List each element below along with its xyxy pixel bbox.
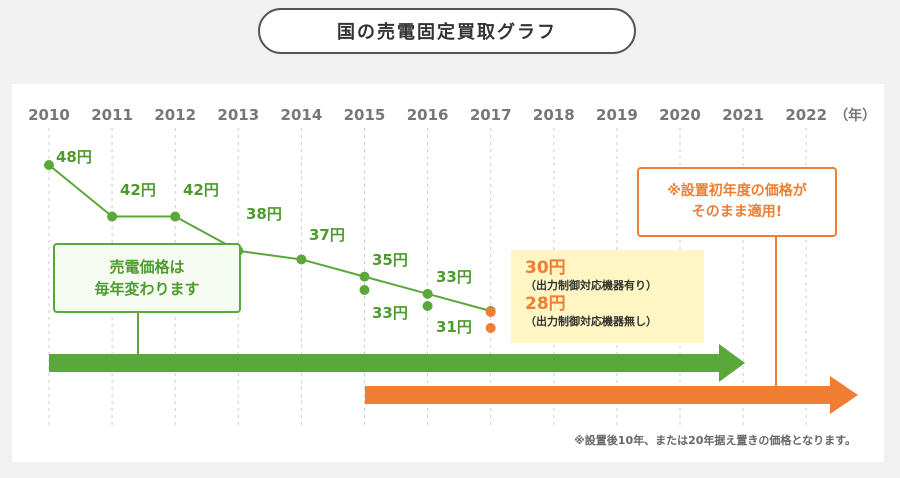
x-tick-label: 2014 (281, 106, 323, 124)
year-unit-label: （年） (834, 107, 876, 124)
orange-arrow-shaft (365, 386, 830, 404)
price-30-label: 30円 (525, 258, 566, 278)
data-point (44, 160, 54, 170)
data-point (422, 288, 433, 299)
price-2017-callout: 30円 （出力制御対応機器有り） 28円 （出力制御対応機器無し） (511, 250, 704, 343)
green-arrow-shaft (49, 354, 719, 372)
x-tick-label: 2013 (217, 106, 259, 124)
orange-callout: ※設置初年度の価格が そのまま適用! (637, 167, 837, 237)
x-tick-label: 2011 (91, 106, 133, 124)
price-28-label: 28円 (525, 294, 566, 314)
data-point (296, 254, 307, 265)
x-tick-label: 2016 (407, 106, 449, 124)
chart-title: 国の売電固定買取グラフ (258, 8, 636, 54)
data-point (107, 211, 118, 222)
orange-arrow-head (830, 376, 858, 414)
footnote: ※設置後10年、または20年据え置きの価格となります。 (574, 434, 856, 447)
price-30-note: （出力制御対応機器有り） (525, 279, 657, 292)
data-label: 38円 (246, 205, 282, 223)
data-label: 37円 (309, 226, 345, 244)
x-tick-label: 2015 (344, 106, 386, 124)
x-tick-label: 2019 (596, 106, 638, 124)
data-label: 31円 (436, 318, 472, 336)
data-point (170, 211, 181, 222)
data-point (359, 271, 370, 282)
x-tick-label: 2022 (785, 106, 827, 124)
data-label: 33円 (436, 268, 472, 286)
x-tick-label: 2020 (659, 106, 701, 124)
data-point-alt (422, 301, 433, 311)
data-label: 42円 (183, 181, 219, 199)
data-point-orange (485, 323, 496, 333)
x-tick-label: 2017 (470, 106, 512, 124)
x-tick-label: 2012 (154, 106, 196, 124)
price-28-note: （出力制御対応機器無し） (525, 315, 657, 328)
data-label: 48円 (56, 148, 92, 166)
x-tick-label: 2018 (533, 106, 575, 124)
data-label: 35円 (372, 251, 408, 269)
x-tick-label: 2021 (722, 106, 764, 124)
series-line (48, 164, 491, 312)
data-point-alt (359, 285, 370, 295)
green-callout: 売電価格は 毎年変わります (53, 243, 241, 313)
green-arrow-head (719, 344, 745, 382)
data-label: 33円 (372, 304, 408, 322)
x-tick-label: 2010 (28, 106, 70, 124)
data-point-orange (485, 307, 496, 317)
data-label: 42円 (120, 181, 156, 199)
